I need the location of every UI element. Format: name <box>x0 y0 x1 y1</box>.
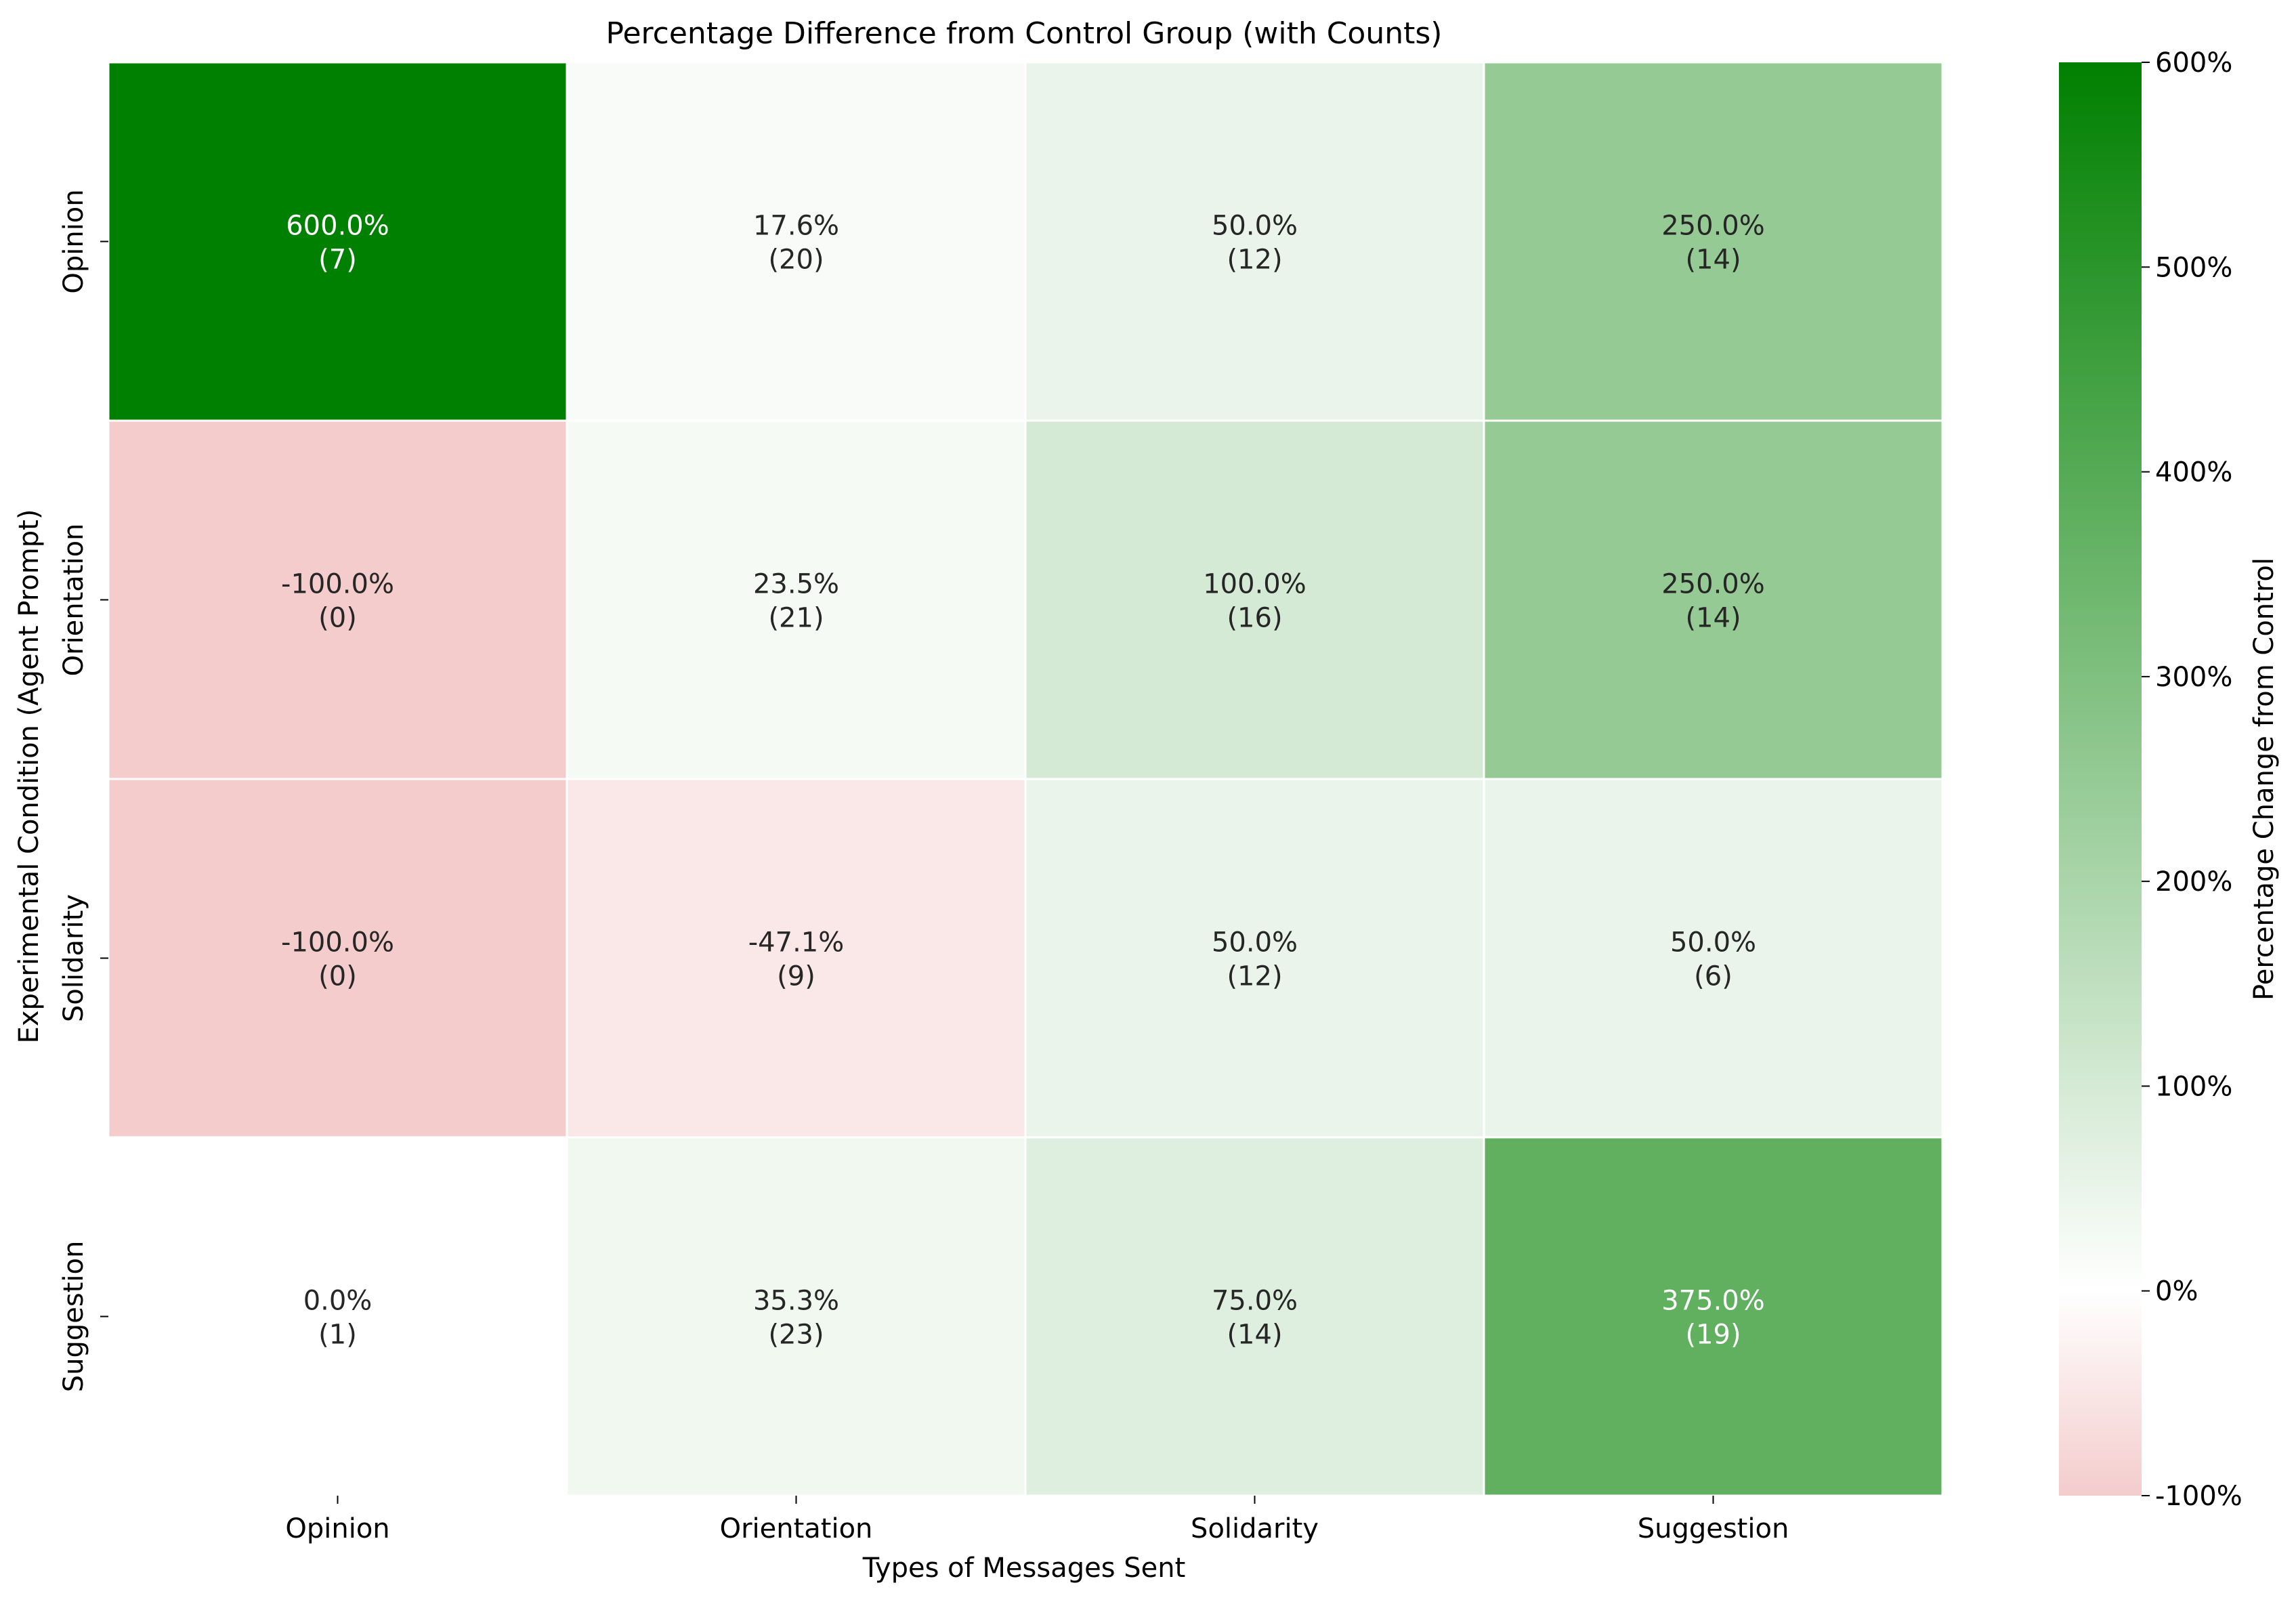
cell-percent-label: 375.0% <box>1661 1286 1765 1317</box>
y-tick-label: Suggestion <box>58 1241 89 1393</box>
heatmap-cell <box>566 1136 1027 1497</box>
y-axis-ticks: Opinion Orientation Solidarity Suggestion <box>58 189 108 1392</box>
colorbar-tick-label: 200% <box>2155 866 2232 898</box>
x-tick-label: Opinion <box>285 1513 389 1544</box>
x-tick-label: Orientation <box>720 1513 873 1544</box>
cell-percent-label: 100.0% <box>1203 569 1306 600</box>
colorbar-tick-label: 0% <box>2155 1276 2198 1307</box>
cell-count-label: (14) <box>1685 603 1741 634</box>
colorbar-ticks: 600% 500% 400% 300% 200% 100% 0% -100% <box>2142 47 2242 1512</box>
cell-count-label: (7) <box>318 245 357 276</box>
heatmap-cell <box>566 419 1027 780</box>
cell-percent-label: -100.0% <box>281 927 394 958</box>
x-axis-label: Types of Messages Sent <box>862 1553 1186 1584</box>
cell-count-label: (12) <box>1227 961 1282 992</box>
heatmap-cell <box>107 61 568 422</box>
cell-count-label: (9) <box>777 961 815 992</box>
colorbar-tick-label: 400% <box>2155 457 2232 488</box>
cell-count-label: (14) <box>1685 245 1741 276</box>
colorbar <box>2059 62 2142 1496</box>
cell-percent-label: -47.1% <box>748 927 845 958</box>
cell-percent-label: 17.6% <box>753 211 839 242</box>
cell-percent-label: 23.5% <box>753 569 839 600</box>
heatmap-cell <box>1024 419 1485 780</box>
heatmap-cell <box>566 778 1027 1139</box>
heatmap-cell <box>107 778 568 1139</box>
cell-count-label: (0) <box>318 603 357 634</box>
heatmap-cell <box>107 419 568 780</box>
cell-count-label: (12) <box>1227 245 1282 276</box>
cell-count-label: (14) <box>1227 1320 1282 1351</box>
colorbar-tick-label: 300% <box>2155 662 2232 693</box>
colorbar-tick-label: 600% <box>2155 47 2232 79</box>
colorbar-tick-label: -100% <box>2155 1481 2242 1512</box>
cell-percent-label: 50.0% <box>1670 927 1756 958</box>
cell-percent-label: 50.0% <box>1212 211 1298 242</box>
colorbar-label: Percentage Change from Control <box>2249 557 2280 1000</box>
y-tick-label: Opinion <box>58 189 89 293</box>
chart-title: Percentage Difference from Control Group… <box>606 16 1443 51</box>
cell-percent-label: 250.0% <box>1661 569 1765 600</box>
cell-count-label: (23) <box>768 1320 824 1351</box>
y-tick-label: Solidarity <box>58 894 89 1022</box>
cell-count-label: (21) <box>768 603 824 634</box>
cell-percent-label: 50.0% <box>1212 927 1298 958</box>
cell-percent-label: -100.0% <box>281 569 394 600</box>
y-axis-label: Experimental Condition (Agent Prompt) <box>14 509 45 1044</box>
heatmap-cell <box>1483 1136 1944 1497</box>
cell-percent-label: 250.0% <box>1661 211 1765 242</box>
cell-percent-label: 75.0% <box>1212 1286 1298 1317</box>
heatmap-cell <box>1483 419 1944 780</box>
x-tick-label: Solidarity <box>1191 1513 1319 1544</box>
heatmap-cell <box>1483 61 1944 422</box>
heatmap-cell <box>1483 778 1944 1139</box>
cell-percent-label: 0.0% <box>303 1286 373 1317</box>
heatmap-cell <box>566 61 1027 422</box>
cell-count-label: (19) <box>1685 1320 1741 1351</box>
colorbar-tick-label: 100% <box>2155 1071 2232 1102</box>
heatmap-cell <box>1024 61 1485 422</box>
heatmap-cell <box>1024 1136 1485 1497</box>
colorbar-tick-label: 500% <box>2155 252 2232 283</box>
cell-count-label: (16) <box>1227 603 1282 634</box>
cell-count-label: (6) <box>1694 961 1732 992</box>
heatmap-cell <box>1024 778 1485 1139</box>
cell-percent-label: 35.3% <box>753 1286 839 1317</box>
heatmap-cells: 600.0%(7)17.6%(20)50.0%(12)250.0%(14)-10… <box>107 61 1944 1497</box>
cell-count-label: (20) <box>768 245 824 276</box>
x-tick-label: Suggestion <box>1638 1513 1789 1544</box>
cell-percent-label: 600.0% <box>286 211 389 242</box>
x-axis-ticks: Opinion Orientation Solidarity Suggestion <box>285 1496 1789 1544</box>
cell-count-label: (1) <box>318 1320 357 1351</box>
heatmap-cell <box>107 1136 568 1497</box>
y-tick-label: Orientation <box>58 524 89 677</box>
cell-count-label: (0) <box>318 961 357 992</box>
